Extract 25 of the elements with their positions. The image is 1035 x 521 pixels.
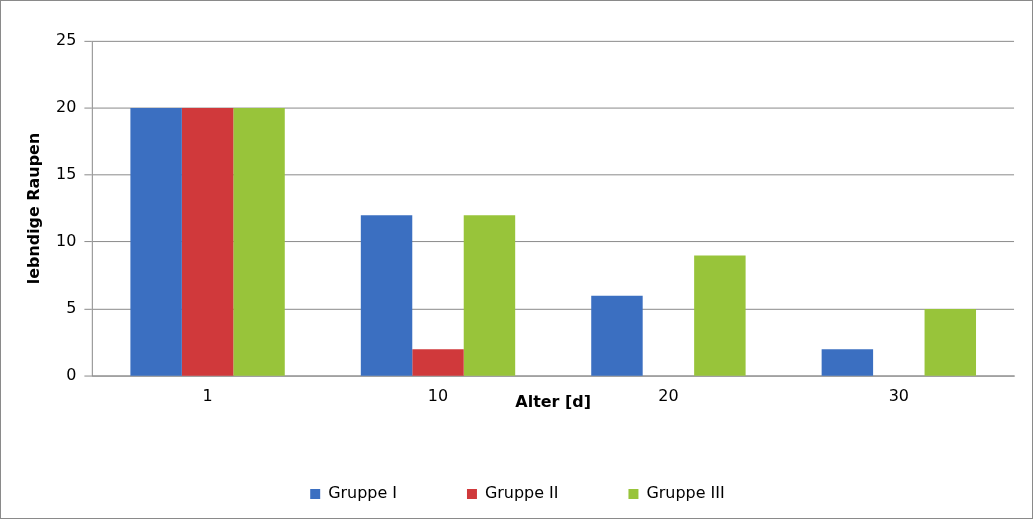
- y-tick-label: 25: [56, 30, 77, 49]
- y-tick-label: 0: [66, 365, 77, 385]
- bar: [233, 107, 285, 376]
- bar: [463, 215, 516, 376]
- bar: [412, 349, 464, 376]
- x-tick-label: 1: [202, 385, 213, 405]
- x-tick-label: 10: [427, 385, 449, 405]
- y-axis-title: lebndige Raupen: [23, 132, 43, 285]
- bar: [694, 255, 746, 376]
- y-tick-label: 15: [56, 164, 77, 184]
- bar: [591, 295, 643, 376]
- legend-label: Gruppe I: [328, 483, 398, 503]
- bar: [360, 215, 413, 376]
- y-tick-label: 20: [56, 97, 77, 117]
- bar: [924, 309, 977, 376]
- bar: [130, 107, 182, 376]
- x-tick-label: 30: [888, 385, 909, 405]
- bar: [821, 349, 874, 376]
- legend-label: Gruppe II: [484, 483, 559, 503]
- legend-label: Gruppe III: [646, 483, 725, 503]
- bar: [181, 107, 234, 376]
- y-tick-label: 5: [66, 298, 77, 318]
- x-axis-title: Alter [d]: [515, 392, 592, 411]
- y-tick-label: 10: [56, 231, 77, 251]
- x-tick-label: 20: [658, 385, 679, 405]
